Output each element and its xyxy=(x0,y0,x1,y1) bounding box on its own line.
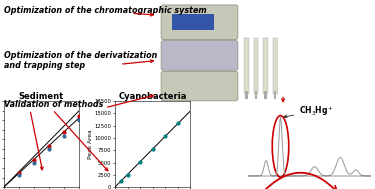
Text: Optimization of the chromatographic system: Optimization of the chromatographic syst… xyxy=(4,6,207,15)
Point xyxy=(16,173,22,176)
Bar xyxy=(245,91,248,99)
Point xyxy=(124,173,130,176)
Point xyxy=(61,131,67,134)
Point xyxy=(16,172,22,175)
Point xyxy=(175,121,181,124)
Point xyxy=(61,135,67,138)
Bar xyxy=(264,91,267,99)
Point xyxy=(46,148,52,151)
Point xyxy=(162,135,168,138)
FancyBboxPatch shape xyxy=(161,5,238,40)
Bar xyxy=(244,38,249,94)
Bar xyxy=(254,38,258,94)
FancyBboxPatch shape xyxy=(161,71,238,101)
Text: CH$_3$Hg$^+$: CH$_3$Hg$^+$ xyxy=(284,105,334,118)
Text: Optimization of the derivatization
and trapping step: Optimization of the derivatization and t… xyxy=(4,51,157,70)
Point xyxy=(76,118,82,121)
Point xyxy=(150,148,156,151)
Point xyxy=(31,161,37,164)
Point xyxy=(46,144,52,147)
Bar xyxy=(274,91,276,99)
Bar xyxy=(172,14,214,30)
FancyBboxPatch shape xyxy=(161,41,238,70)
Point xyxy=(118,180,124,183)
Title: Cyanobacteria: Cyanobacteria xyxy=(118,92,187,101)
Point xyxy=(137,160,143,163)
Text: Validation of methods: Validation of methods xyxy=(4,100,103,109)
Bar xyxy=(263,38,268,94)
Point xyxy=(76,114,82,117)
Bar xyxy=(255,91,257,99)
Y-axis label: Peak Area: Peak Area xyxy=(88,129,93,159)
Title: Sediment: Sediment xyxy=(19,92,64,101)
Point xyxy=(31,158,37,161)
Bar xyxy=(273,38,278,94)
